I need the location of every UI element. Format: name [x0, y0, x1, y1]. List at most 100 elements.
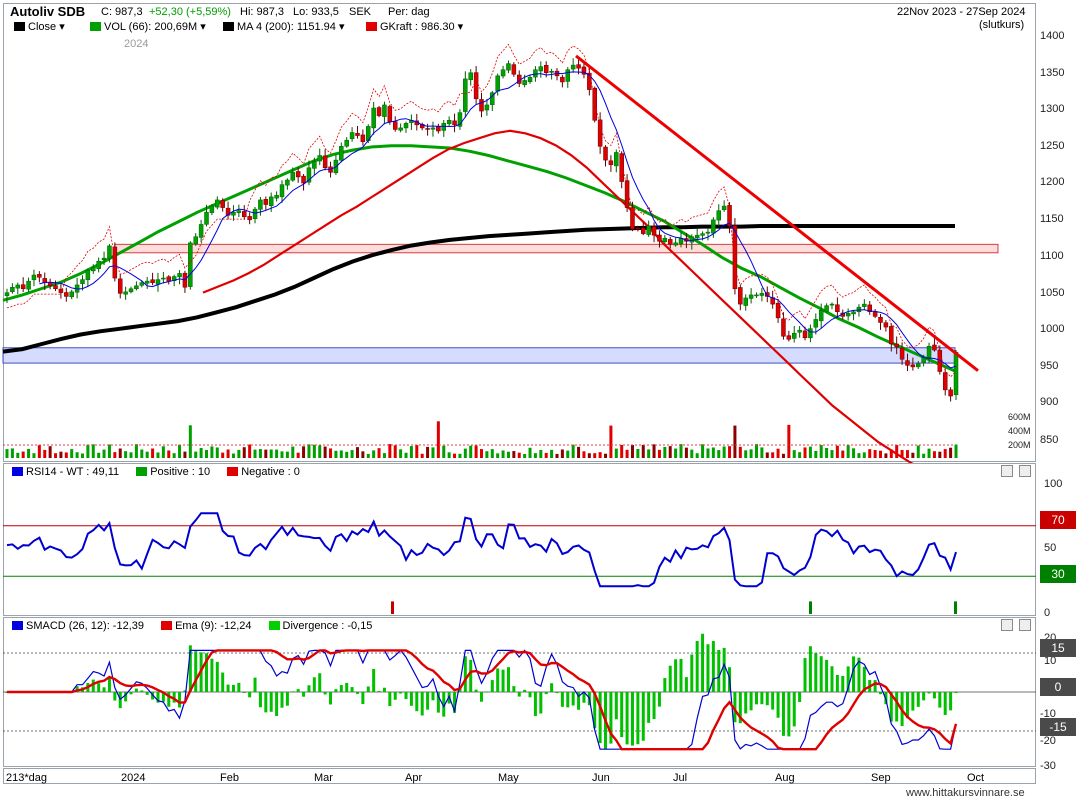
candle-body	[916, 363, 921, 368]
price-tick: 1350	[1040, 67, 1065, 79]
footer-link[interactable]: www.hittakursvinnare.se	[906, 787, 1025, 799]
divergence-bar	[296, 689, 300, 692]
legend-ma[interactable]: MA 4 (200): 1151.94 ▾	[223, 20, 344, 33]
rsi-level-badge: 70	[1040, 511, 1076, 529]
divergence-bar	[140, 690, 144, 692]
divergence-bar	[501, 669, 505, 692]
price-tick: 1100	[1040, 250, 1064, 262]
zoom-icon[interactable]	[1001, 465, 1013, 477]
candle-body	[759, 293, 765, 296]
candle-body	[398, 127, 403, 131]
divergence-bar	[426, 692, 430, 710]
zoom-icon[interactable]	[1001, 619, 1013, 631]
divergence-bar	[835, 674, 839, 692]
volume-bar	[237, 449, 241, 458]
volume-bar	[43, 449, 47, 458]
volume-bar	[480, 449, 483, 458]
candle-body	[446, 120, 452, 125]
divergence-bar	[237, 682, 241, 692]
candle-body	[436, 126, 441, 132]
volume-bar	[781, 453, 785, 458]
candle-body	[775, 302, 781, 319]
volume-bar	[814, 450, 818, 458]
volume-bar	[765, 452, 769, 458]
volume-bar	[404, 452, 408, 458]
legend-gkraft[interactable]: GKraft : 986.30 ▾	[366, 20, 463, 33]
candle-body	[646, 225, 651, 235]
divergence-bar	[771, 692, 775, 710]
divergence-bar	[118, 692, 122, 709]
month-label: Jul	[673, 772, 688, 784]
volume-bar	[70, 449, 74, 458]
candle-body	[862, 303, 867, 307]
close-icon[interactable]	[1019, 465, 1031, 477]
candle-body	[268, 196, 274, 206]
divergence-bar	[949, 692, 953, 711]
gkraft-stop-line	[6, 43, 957, 378]
candle-body	[37, 274, 42, 278]
volume-bar	[264, 449, 268, 458]
volume-bar	[415, 445, 419, 458]
volume-bar	[825, 448, 829, 458]
volume-bar	[178, 444, 182, 458]
candle-body	[522, 80, 527, 85]
candle-body	[231, 211, 236, 216]
candle-body	[463, 78, 468, 112]
divergence-bar	[625, 692, 629, 745]
divergence-bar	[215, 661, 219, 692]
divergence-bar	[285, 692, 289, 706]
chevron-down-icon[interactable]: ▾	[200, 21, 206, 33]
divergence-bar	[852, 656, 856, 692]
volume-bar	[275, 449, 279, 458]
candle-body	[236, 210, 242, 213]
legend-close-swatch	[14, 22, 25, 31]
volume-bar	[291, 446, 295, 458]
candle-body	[932, 344, 937, 351]
candle-body	[317, 155, 322, 162]
candle-body	[657, 234, 662, 242]
price-zone	[2, 347, 956, 364]
divergence-bar	[577, 692, 581, 710]
divergence-bar	[528, 692, 532, 698]
volume-bar	[690, 449, 694, 458]
price-zone	[114, 243, 999, 254]
volume-bar	[830, 450, 834, 458]
candle-body	[150, 279, 155, 283]
rsi-line	[6, 512, 957, 588]
candle-body	[835, 304, 840, 313]
chevron-down-icon[interactable]: ▾	[59, 21, 65, 33]
volume-bar	[695, 453, 699, 458]
volume-bar	[879, 450, 883, 458]
candle-body	[630, 207, 635, 230]
divergence-bar	[194, 651, 198, 692]
divergence-bar	[436, 692, 440, 713]
month-label: Mar	[314, 772, 333, 784]
divergence-bar	[706, 644, 710, 692]
close-icon[interactable]	[1019, 619, 1031, 631]
volume-bar	[911, 452, 915, 458]
candle-body	[727, 205, 732, 227]
divergence-bar	[334, 689, 338, 692]
volume-bar	[862, 452, 866, 458]
chevron-down-icon[interactable]: ▾	[457, 21, 464, 33]
divergence-bar	[517, 692, 521, 697]
volume-bar	[647, 449, 651, 458]
legend-vol[interactable]: VOL (66): 200,69M ▾	[90, 20, 206, 33]
divergence-bar	[825, 659, 829, 692]
divergence-bar	[754, 692, 758, 705]
divergence-bar	[172, 692, 176, 703]
volume-bar	[749, 449, 753, 458]
legend-close[interactable]: Close ▾	[14, 20, 65, 33]
candle-body	[899, 347, 905, 360]
divergence-bar	[490, 680, 494, 692]
volume-bar	[258, 449, 262, 458]
volume-bar	[728, 446, 732, 458]
divergence-bar	[711, 640, 715, 692]
chevron-down-icon[interactable]: ▾	[338, 21, 345, 33]
volume-bar	[80, 453, 84, 458]
divergence-bar	[679, 658, 683, 692]
divergence-bar	[803, 658, 807, 692]
volume-bar	[577, 446, 581, 458]
candle-body	[58, 288, 64, 293]
volume-bar	[916, 445, 920, 458]
